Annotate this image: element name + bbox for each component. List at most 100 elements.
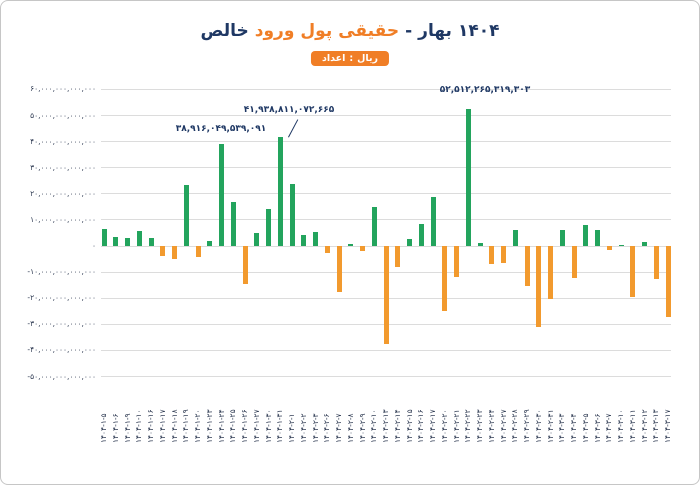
x-tick-label: ۱۴۰۴-۲-۱۴	[392, 409, 402, 443]
bar	[348, 243, 354, 246]
x-tick-label: ۱۴۰۴-۳-۱۷	[663, 409, 672, 443]
bar	[442, 246, 448, 311]
x-tick-label: ۱۴۰۴-۲-۱۰	[369, 409, 379, 443]
x-tick-label: ۱۴۰۴-۱-۳۰	[263, 409, 273, 443]
x-tick-label: ۱۴۰۴-۲-۱	[287, 413, 296, 443]
y-tick-label: ۰	[91, 241, 96, 250]
bar	[125, 237, 130, 246]
x-tick-label: ۱۴۰۴-۱-۲۵	[228, 409, 238, 443]
x-tick-label: ۱۴۰۴-۱-۹	[122, 413, 132, 443]
x-tick-label: ۱۴۰۴-۲-۹	[357, 413, 367, 443]
bar	[183, 184, 189, 246]
title-word: حقیقی	[338, 21, 400, 41]
y-tick-label: -۱۰,۰۰۰,۰۰۰,۰۰۰,۰۰۰	[27, 267, 96, 277]
x-tick-label: ۱۴۰۴-۳-۴	[569, 413, 578, 443]
bar	[136, 231, 142, 246]
bar	[301, 235, 307, 246]
x-tick-label: ۱۴۰۴-۱-۱۸	[169, 409, 179, 443]
y-tick-label: ۳۰,۰۰۰,۰۰۰,۰۰۰,۰۰۰	[30, 162, 96, 172]
data-label-1404-2-22: ۵۲,۵۱۲,۲۶۵,۳۱۹,۳۰۳	[439, 85, 531, 95]
chart-title: خالص ورود پول حقیقی - بهار ۱۴۰۴	[1, 21, 699, 41]
x-tick-label: ۱۴۰۴-۱-۲۰	[193, 409, 202, 443]
bar	[501, 246, 506, 263]
bar	[277, 136, 283, 246]
bar	[465, 108, 471, 246]
bar	[583, 225, 589, 246]
x-tick-label: ۱۴۰۴-۳-۷	[604, 413, 614, 443]
x-tick-label: ۱۴۰۴-۱-۶	[110, 413, 120, 443]
title-word: خالص	[200, 21, 249, 41]
bar	[536, 246, 542, 327]
y-tick-label: ۵۰,۰۰۰,۰۰۰,۰۰۰,۰۰۰	[30, 110, 96, 120]
bar	[172, 246, 177, 260]
bar	[477, 242, 483, 246]
x-tick-label: ۱۴۰۴-۳-۵	[580, 413, 590, 443]
y-tick-label: -۲۰,۰۰۰,۰۰۰,۰۰۰,۰۰۰	[27, 293, 96, 303]
gridline	[101, 141, 671, 143]
bar	[524, 246, 530, 286]
title-word: ورود	[254, 21, 295, 41]
x-tick-label: ۱۴۰۴-۱-۵	[99, 413, 108, 443]
bar	[595, 230, 600, 246]
title-dash: -	[405, 21, 413, 41]
x-tick-label: ۱۴۰۴-۱-۲۷	[251, 409, 261, 443]
bar	[407, 239, 412, 246]
x-tick-label: ۱۴۰۴-۱-۱۶	[146, 409, 155, 443]
x-tick-label: ۱۴۰۴-۱-۲۳	[204, 409, 214, 443]
x-tick-label: ۱۴۰۴-۱-۳۱	[275, 409, 285, 443]
x-tick-label: ۱۴۰۴-۲-۳۱	[545, 409, 555, 443]
x-tick-label: ۱۴۰۴-۲-۲۲	[463, 409, 473, 443]
x-tick-label: ۱۴۰۴-۲-۲	[298, 413, 308, 443]
bar	[101, 229, 107, 246]
x-tick-label: ۱۴۰۴-۱-۲۴	[216, 409, 226, 443]
x-tick-label: ۱۴۰۴-۲-۳۰	[533, 409, 543, 443]
bar	[371, 207, 377, 246]
x-tick-label: ۱۴۰۴-۲-۷	[334, 413, 343, 443]
gridline	[101, 193, 671, 195]
x-tick-label: ۱۴۰۴-۳-۶	[592, 413, 602, 443]
bar	[606, 246, 612, 250]
bar	[571, 246, 577, 278]
bar	[160, 246, 166, 256]
bar	[336, 246, 342, 293]
gridline	[101, 219, 671, 221]
bar	[665, 246, 671, 317]
x-tick-label: ۱۴۰۴-۱-۲۶	[240, 409, 249, 443]
gridline	[101, 115, 671, 116]
bar	[195, 246, 201, 258]
x-tick-label: ۱۴۰۴-۲-۱۷	[428, 409, 437, 443]
badge-colon: :	[349, 53, 354, 64]
bar	[618, 244, 624, 246]
bar	[289, 184, 295, 246]
x-tick-label: ۱۴۰۴-۲-۲۷	[498, 409, 508, 443]
y-tick-label: ۶۰,۰۰۰,۰۰۰,۰۰۰,۰۰۰	[30, 84, 96, 94]
bar	[559, 230, 565, 246]
bar	[454, 246, 459, 278]
x-tick-label: ۱۴۰۴-۲-۲۴	[486, 409, 496, 443]
data-label-1404-1-24: ۳۸,۹۱۶,۰۴۹,۵۳۹,۰۹۱	[175, 124, 267, 134]
bar	[254, 232, 260, 246]
bar	[512, 230, 518, 246]
bar	[642, 242, 647, 246]
y-tick-label: ۴۰,۰۰۰,۰۰۰,۰۰۰,۰۰۰	[30, 136, 96, 146]
bar	[242, 246, 248, 285]
gridline	[101, 349, 671, 351]
x-tick-label: ۱۴۰۴-۲-۲۸	[510, 409, 520, 443]
y-tick-label: -۳۰,۰۰۰,۰۰۰,۰۰۰,۰۰۰	[27, 319, 96, 329]
x-tick-label: ۱۴۰۴-۲-۶	[322, 413, 332, 443]
badge-word: ریال	[357, 53, 379, 64]
bar	[207, 240, 213, 246]
bar	[324, 246, 330, 254]
bar	[630, 246, 636, 297]
x-tick-label: ۱۴۰۴-۲-۲۰	[439, 409, 449, 443]
title-word: بهار	[418, 21, 452, 41]
unit-badge: اعداد: ریال	[310, 51, 390, 66]
x-tick-label: ۱۴۰۴-۲-۱۳	[381, 409, 390, 443]
x-tick-label: ۱۴۰۴-۳-۱۰	[616, 409, 625, 443]
x-tick-label: ۱۴۰۴-۳-۱۲	[639, 409, 649, 443]
x-tick-label: ۱۴۰۴-۲-۲۱	[451, 409, 461, 443]
x-tick-label: ۱۴۰۴-۲-۲۳	[475, 409, 484, 443]
bar	[148, 237, 154, 246]
x-tick-label: ۱۴۰۴-۲-۳	[310, 413, 320, 443]
